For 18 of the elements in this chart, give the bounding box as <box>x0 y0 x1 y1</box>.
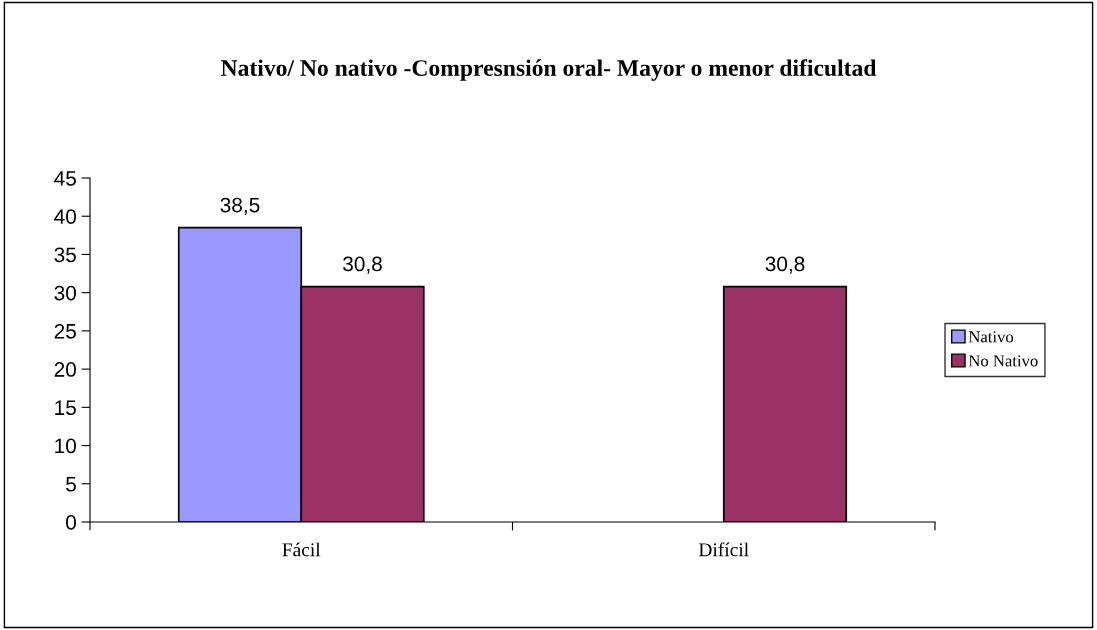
y-tick-label: 20 <box>54 362 76 377</box>
y-tick-label: 25 <box>54 323 76 339</box>
y-tick-label: 30 <box>54 285 76 301</box>
data-label: 30,8 <box>765 256 805 274</box>
y-tick-label: 15 <box>55 400 76 416</box>
data-label: 38,5 <box>220 197 260 215</box>
y-tick-label: 35 <box>54 247 76 263</box>
data-label: 30,8 <box>343 256 382 274</box>
y-tick-label: 0 <box>66 515 76 530</box>
chart-title: Nativo/ No nativo -Compresnsión oral- Mayor o menor dificultad <box>221 59 877 81</box>
legend-label: No Nativo <box>968 355 1038 367</box>
y-tick-label: 10 <box>55 438 76 454</box>
legend-label: Nativo <box>968 331 1014 343</box>
x-tick-label: Fácil <box>282 542 321 557</box>
y-tick-label: 5 <box>66 476 76 492</box>
y-tick-label: 40 <box>54 209 76 224</box>
x-tick-label: Difícil <box>698 542 749 557</box>
y-tick-label: 45 <box>54 171 76 186</box>
